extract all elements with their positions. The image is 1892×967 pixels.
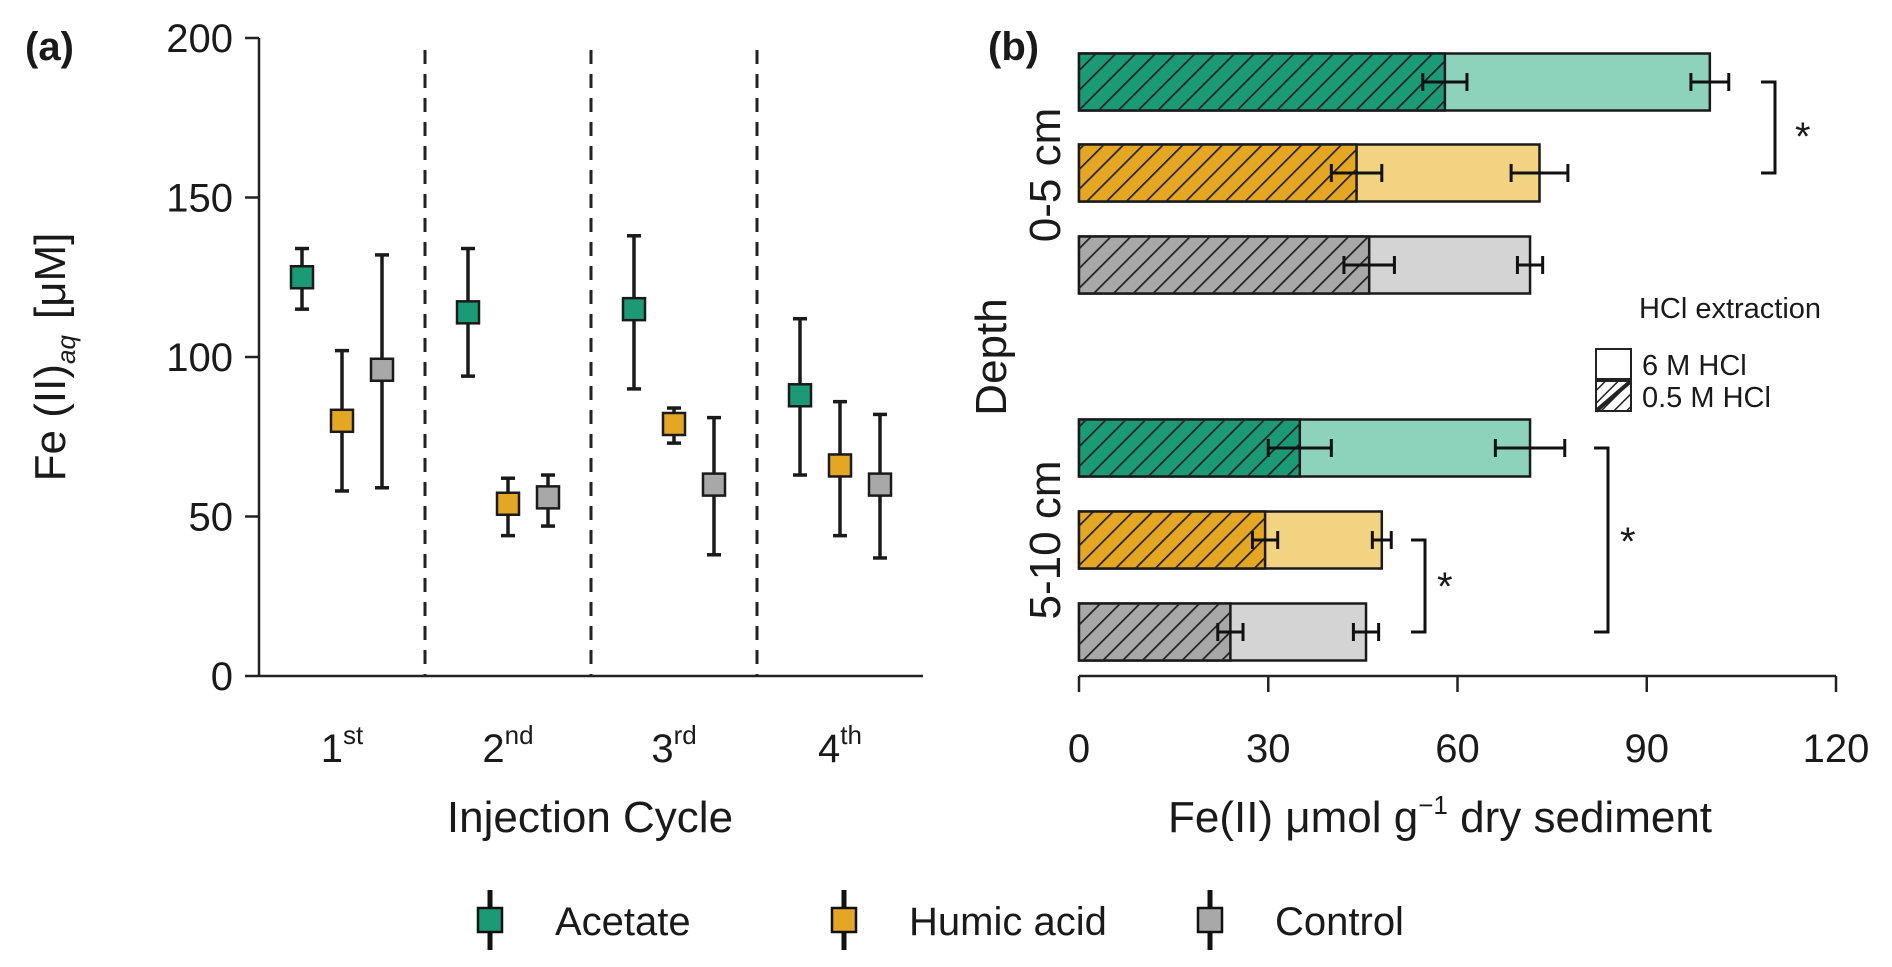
bar-hatch-acetate	[1079, 53, 1445, 111]
legend-label-control: Control	[1275, 900, 1404, 944]
significance-bracket	[1761, 80, 1777, 175]
y-tick-label: 200	[166, 17, 233, 61]
panel-a-x-axis-label: Injection Cycle	[447, 793, 733, 842]
bar-hatch-humic	[1079, 144, 1357, 202]
data-point-control	[867, 472, 893, 497]
group-label-0-5cm: 0-5 cm	[1021, 108, 1070, 242]
legend-hatch-mark	[1594, 379, 1633, 413]
data-point-acetate	[455, 300, 481, 325]
x-tick-label: 0	[1068, 727, 1090, 771]
bar-hatch-acetate	[1079, 419, 1300, 477]
significance-bracket	[1411, 538, 1427, 634]
data-point-humic	[661, 411, 687, 437]
x-tick-label: 60	[1435, 727, 1480, 771]
y-tick-label: 0	[211, 655, 233, 699]
x-tick-label: 30	[1246, 727, 1291, 771]
data-point-humic	[495, 491, 521, 516]
x-tick-label: 2nd	[482, 720, 533, 771]
legend-marker-humic	[830, 906, 858, 934]
panel-b-legend: HCl extraction 6 M HCl 0.5 M HCl	[1594, 293, 1821, 414]
significance-bracket	[1594, 446, 1610, 634]
panel-b-label: (b)	[988, 25, 1039, 69]
legend-label-0-5m-hcl: 0.5 M HCl	[1642, 382, 1771, 414]
legend-marker-acetate	[476, 906, 504, 934]
panel-b-x-ticks: 0 30 60 90 120	[1068, 676, 1870, 771]
significance-star: *	[1620, 520, 1636, 564]
significance-star: *	[1437, 565, 1453, 609]
panel-a-label: (a)	[25, 25, 74, 69]
data-point-control	[369, 357, 395, 383]
panel-b: (b) 0 30 60 90 120 0-5 cm 5-10 cm * * * Fe(II) …	[967, 25, 1869, 842]
panel-b-x-axis-label: Fe(II) μmol g−1 dry sediment	[1168, 790, 1712, 842]
data-point-humic	[329, 408, 355, 434]
panel-a-y-axis-label: Fe (II)aq[μM]	[26, 233, 81, 482]
main-legend: Acetate Humic acid Control	[476, 890, 1404, 950]
y-tick-label: 100	[166, 336, 233, 380]
data-point-humic	[827, 453, 853, 478]
x-tick-label: 1st	[321, 720, 364, 771]
x-tick-label: 4th	[818, 720, 862, 771]
panel-a: (a) 0 50 100 150 200 1st 2nd 3rd 4th Injection …	[25, 17, 923, 842]
legend-label-6m-hcl: 6 M HCl	[1642, 350, 1747, 382]
data-point-control	[701, 472, 727, 497]
data-point-acetate	[289, 265, 315, 290]
panel-a-data-marks	[289, 234, 893, 560]
data-point-control	[535, 485, 561, 510]
panel-b-y-axis-label: Depth	[967, 298, 1016, 415]
panel-b-legend-title: HCl extraction	[1639, 293, 1821, 325]
panel-a-cycle-dividers	[423, 50, 759, 676]
data-point-acetate	[621, 296, 647, 322]
bar-hatch-control	[1079, 236, 1370, 294]
y-tick-label: 50	[189, 496, 234, 540]
panel-a-y-ticks: 0 50 100 150 200	[166, 17, 259, 699]
y-tick-label: 150	[166, 177, 233, 221]
legend-label-acetate: Acetate	[555, 900, 691, 944]
panel-b-significance: * * *	[1411, 80, 1811, 634]
group-label-5-10cm: 5-10 cm	[1021, 461, 1070, 620]
data-point-acetate	[787, 383, 813, 408]
legend-swatch-6m-hcl	[1595, 348, 1632, 380]
panel-a-x-ticks: 1st 2nd 3rd 4th	[321, 720, 862, 771]
panel-b-group-labels: 0-5 cm 5-10 cm	[1021, 108, 1070, 620]
bar-hatch-humic	[1079, 511, 1266, 569]
bar-hatch-control	[1079, 603, 1231, 661]
legend-marker-control	[1196, 906, 1224, 934]
significance-star: *	[1795, 115, 1811, 159]
panel-b-bars	[1077, 52, 1731, 662]
x-tick-label: 3rd	[651, 720, 696, 771]
x-tick-label: 120	[1803, 727, 1870, 771]
x-tick-label: 90	[1625, 727, 1670, 771]
legend-label-humic: Humic acid	[909, 900, 1107, 944]
